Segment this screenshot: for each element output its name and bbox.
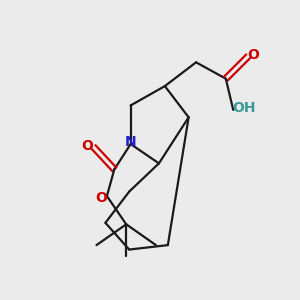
Text: N: N (125, 135, 136, 149)
Text: OH: OH (232, 101, 255, 116)
Text: O: O (81, 139, 93, 152)
Text: O: O (96, 191, 107, 206)
Text: O: O (248, 48, 260, 62)
